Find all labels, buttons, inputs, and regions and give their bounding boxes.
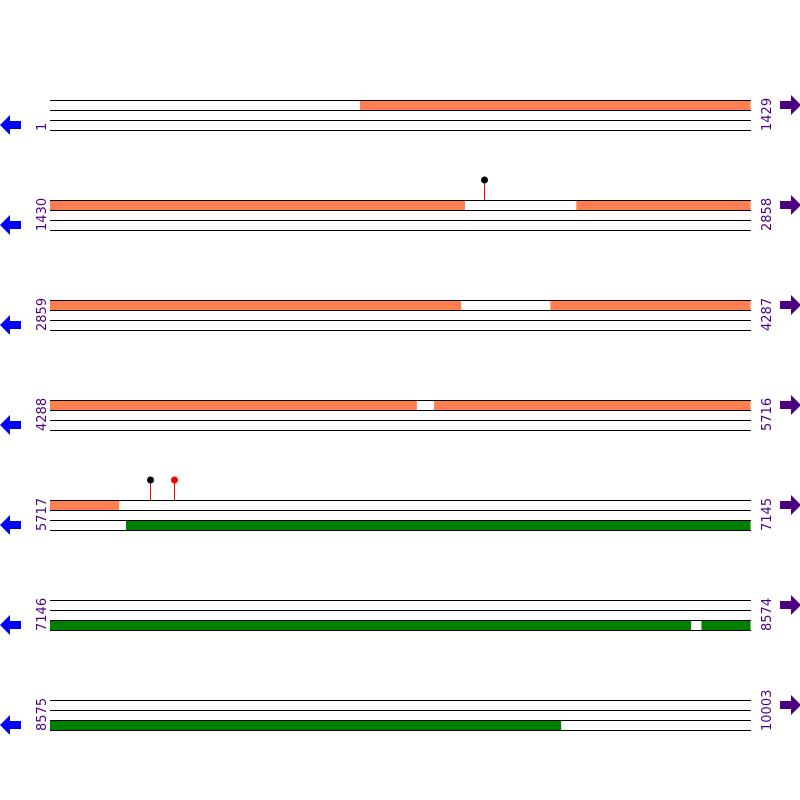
arrow-right-icon xyxy=(780,95,800,115)
arrow-right-icon xyxy=(780,695,800,715)
arrow-left-icon xyxy=(0,415,21,435)
reverse-feature xyxy=(701,620,751,630)
row-start-label: 1430 xyxy=(35,198,50,231)
arrow-right-icon xyxy=(780,195,800,215)
sequence-row: 1430 2858 xyxy=(0,176,800,235)
forward-feature xyxy=(50,300,462,310)
arrow-right-icon xyxy=(780,595,800,615)
lollipop-head xyxy=(147,476,154,484)
forward-feature xyxy=(576,200,751,210)
arrow-right-icon xyxy=(780,495,800,515)
sequence-row: 4288 5716 xyxy=(0,395,800,435)
forward-feature xyxy=(50,400,417,410)
arrow-left-icon xyxy=(0,615,21,635)
sequence-row: 5717 7145 xyxy=(0,476,800,535)
row-start-label: 4288 xyxy=(35,398,50,431)
row-start-label: 1 xyxy=(35,123,50,131)
arrow-right-icon xyxy=(780,395,800,415)
row-end-label: 4287 xyxy=(760,298,775,331)
row-end-label: 2858 xyxy=(760,198,775,231)
sequence-row: 7146 8574 xyxy=(0,595,800,635)
forward-feature xyxy=(50,500,120,510)
reverse-feature xyxy=(50,720,562,730)
forward-feature xyxy=(550,300,751,310)
arrow-left-icon xyxy=(0,215,21,235)
sequence-row: 2859 4287 xyxy=(0,295,800,335)
row-end-label: 1429 xyxy=(760,98,775,131)
row-end-label: 5716 xyxy=(760,398,775,431)
reverse-feature xyxy=(126,520,751,530)
row-end-label: 8574 xyxy=(760,598,775,631)
forward-feature xyxy=(434,400,751,410)
row-end-label: 10003 xyxy=(760,690,775,731)
arrow-left-icon xyxy=(0,515,21,535)
arrow-left-icon xyxy=(0,315,21,335)
arrow-left-icon xyxy=(0,115,21,135)
lollipop-head xyxy=(171,476,178,484)
row-start-label: 8575 xyxy=(35,698,50,731)
row-start-label: 7146 xyxy=(35,598,50,631)
sequence-row: 1 1429 xyxy=(0,95,800,135)
lollipop-head xyxy=(481,176,488,184)
forward-feature xyxy=(50,200,466,210)
row-start-label: 2859 xyxy=(35,298,50,331)
row-start-label: 5717 xyxy=(35,498,50,531)
arrow-right-icon xyxy=(780,295,800,315)
sequence-row: 8575 10003 xyxy=(0,690,800,735)
row-end-label: 7145 xyxy=(760,498,775,531)
reverse-feature xyxy=(50,620,692,630)
forward-feature xyxy=(360,100,751,110)
arrow-left-icon xyxy=(0,715,21,735)
